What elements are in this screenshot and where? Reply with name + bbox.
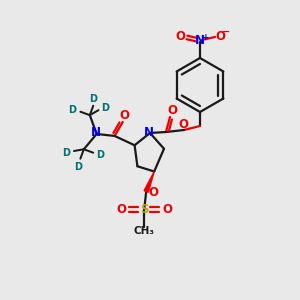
Text: O: O (120, 110, 130, 122)
Text: D: D (89, 94, 97, 104)
Text: O: O (215, 29, 225, 43)
Text: D: D (101, 103, 110, 113)
Text: N: N (195, 34, 205, 47)
Polygon shape (144, 172, 154, 192)
Text: O: O (167, 104, 177, 118)
Text: +: + (202, 32, 210, 41)
Text: O: O (178, 118, 188, 130)
Text: −: − (222, 27, 230, 37)
Text: N: N (91, 127, 101, 140)
Text: D: D (62, 148, 70, 158)
Text: O: O (116, 203, 126, 216)
Text: D: D (96, 150, 104, 160)
Text: O: O (162, 203, 172, 216)
Text: S: S (140, 203, 148, 216)
Text: CH₃: CH₃ (134, 226, 155, 236)
Text: N: N (144, 125, 154, 139)
Text: D: D (68, 105, 76, 115)
Text: O: O (148, 186, 158, 199)
Text: D: D (74, 162, 83, 172)
Text: O: O (175, 29, 185, 43)
